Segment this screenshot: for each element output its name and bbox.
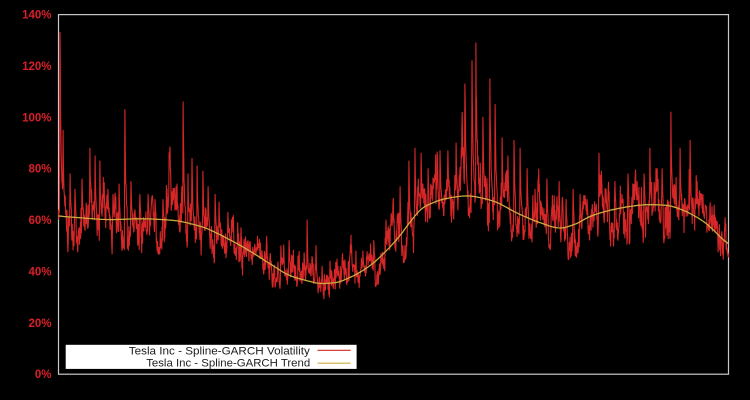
svg-text:0%: 0% xyxy=(35,369,52,381)
svg-text:40%: 40% xyxy=(28,267,51,279)
svg-text:140%: 140% xyxy=(22,10,51,22)
svg-text:20%: 20% xyxy=(28,318,51,330)
svg-text:100%: 100% xyxy=(22,112,51,124)
svg-text:80%: 80% xyxy=(28,164,51,176)
svg-text:60%: 60% xyxy=(28,215,51,227)
svg-text:Tesla Inc - Spline-GARCH Volat: Tesla Inc - Spline-GARCH Volatility xyxy=(129,346,310,358)
svg-text:120%: 120% xyxy=(22,61,51,73)
svg-text:Tesla Inc - Spline-GARCH Trend: Tesla Inc - Spline-GARCH Trend xyxy=(146,358,310,370)
